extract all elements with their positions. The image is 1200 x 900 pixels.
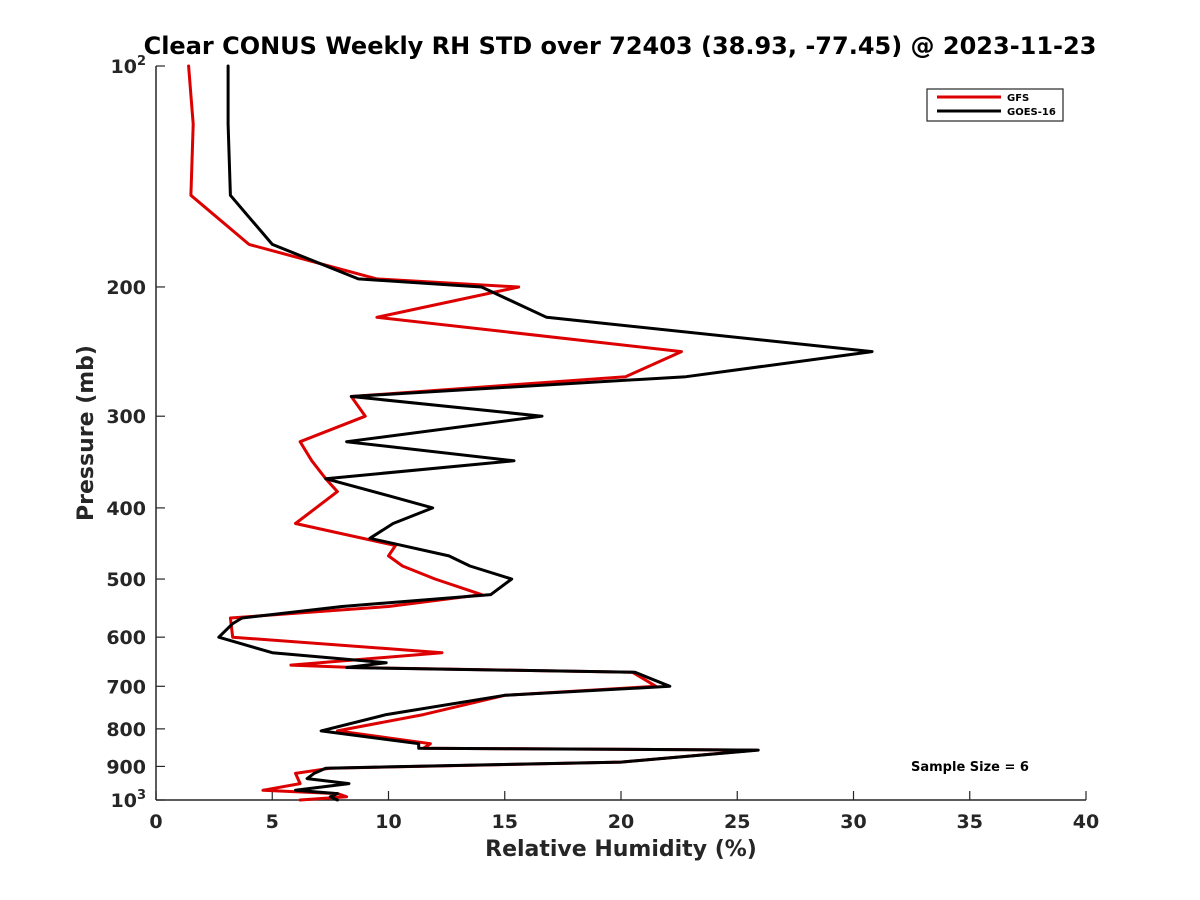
legend-box (926, 88, 1064, 122)
y-tick-label: 500 (106, 569, 146, 591)
y-tick-label: 300 (106, 406, 146, 428)
x-tick-label: 10 (375, 811, 401, 833)
x-tick-label: 25 (724, 811, 750, 833)
x-tick-label: 30 (840, 811, 866, 833)
x-tick-label: 15 (492, 811, 518, 833)
y-tick-label: 700 (106, 676, 146, 698)
y-tick-label: 102 (111, 54, 147, 78)
series-line-gfs (187, 64, 758, 802)
y-ticks: 102 200 300 400 500 600 700 800 900 103 (106, 54, 165, 812)
x-ticks: 0 5 10 15 20 25 30 35 40 (149, 791, 1099, 833)
x-tick-label: 5 (266, 811, 279, 833)
sample-size-annotation: Sample Size = 6 (911, 760, 1029, 775)
legend-label-gfs: GFS (1007, 93, 1029, 104)
y-tick-label: 400 (106, 498, 146, 520)
y-tick-label: 200 (106, 277, 146, 299)
y-tick-label: 600 (106, 627, 146, 649)
x-tick-label: 40 (1073, 811, 1099, 833)
series-layer (187, 64, 874, 802)
y-axis-label: Pressure (mb) (74, 345, 99, 521)
x-tick-label: 20 (608, 811, 634, 833)
y-tick-label: 800 (106, 719, 146, 741)
x-axis-label: Relative Humidity (%) (485, 837, 757, 862)
x-tick-label: 35 (957, 811, 983, 833)
legend-label-goes16: GOES-16 (1007, 107, 1056, 118)
legend: GFS GOES-16 (926, 88, 1064, 122)
chart-title: Clear CONUS Weekly RH STD over 72403 (38… (144, 32, 1097, 60)
y-tick-label: 103 (111, 788, 147, 812)
series-line-goes16 (217, 64, 874, 802)
x-tick-label: 0 (149, 811, 162, 833)
y-tick-label: 900 (106, 756, 146, 778)
